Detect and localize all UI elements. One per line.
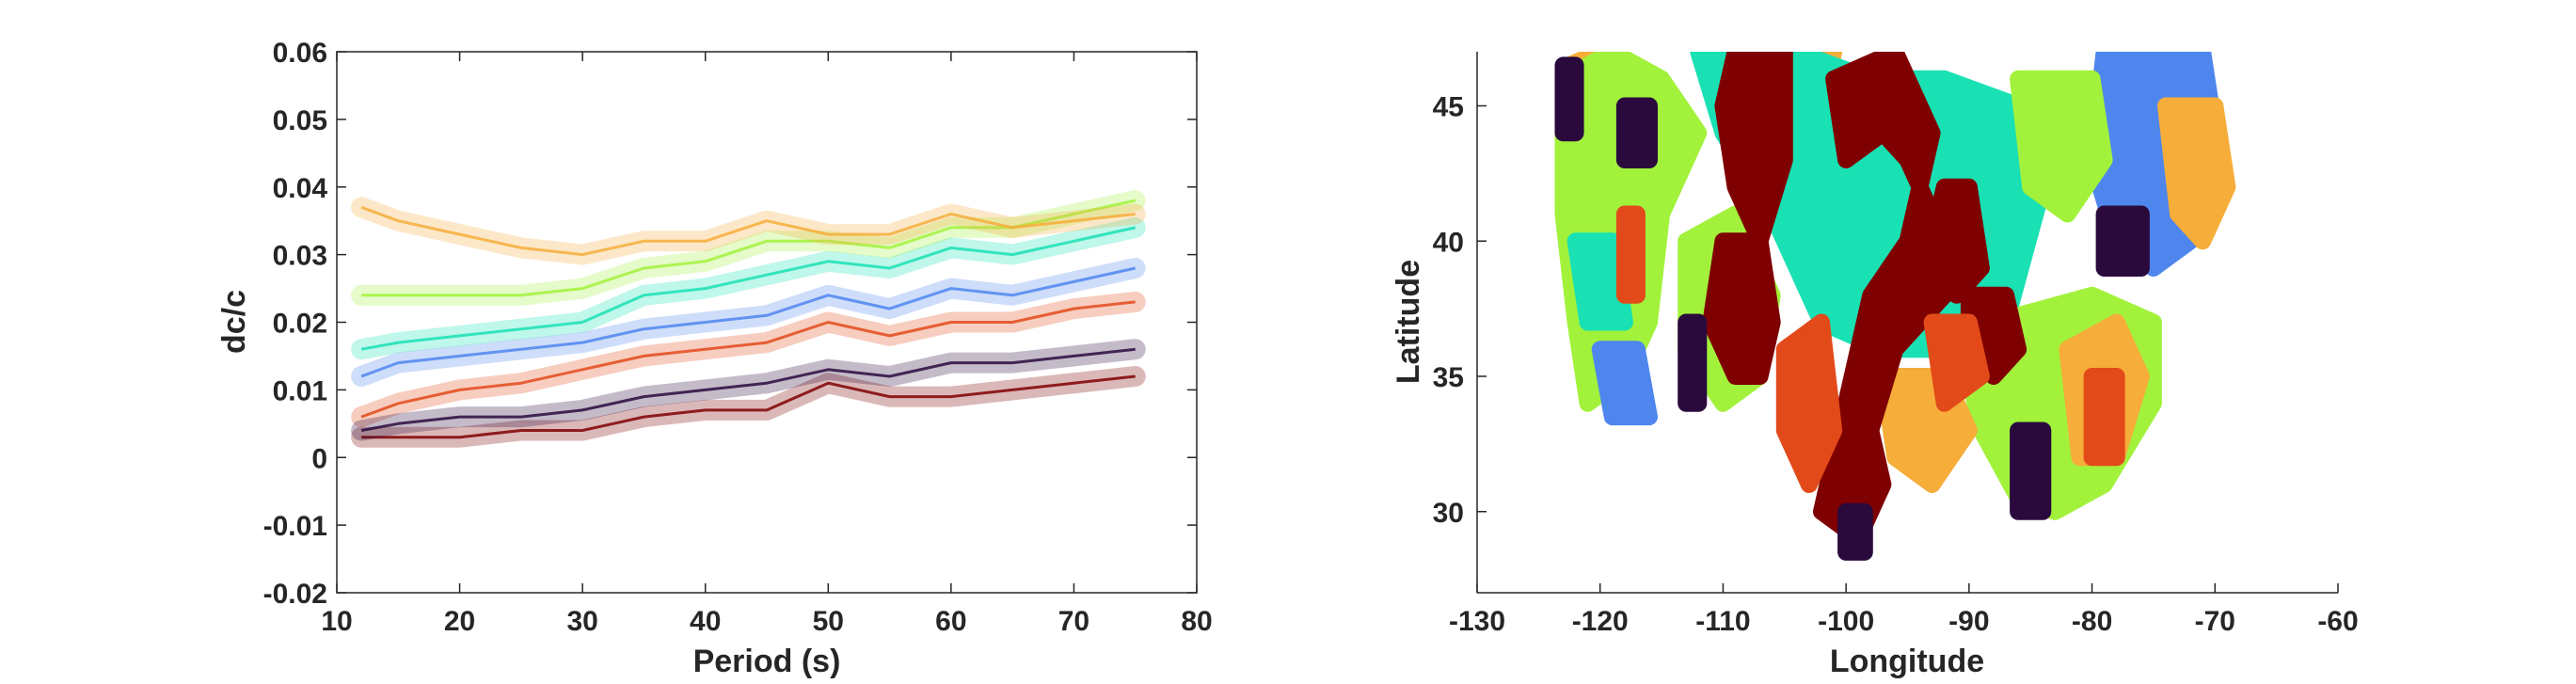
cluster-region-8	[2010, 70, 2113, 223]
cluster-region-15	[1702, 232, 1781, 385]
cluster-region-20	[1615, 205, 1646, 304]
scatter-x-tick-label: -110	[1695, 606, 1750, 637]
line-chart-x-ticks: 10 20 30 40 50 60 70 80	[321, 52, 1213, 637]
cluster-region-5	[1566, 232, 1633, 331]
line-series-2	[360, 266, 1137, 378]
line-chart-x-axis-label: Period (s)	[693, 644, 841, 679]
cluster-region-18	[1775, 313, 1843, 493]
line-chart-y-tick-label: 0.01	[273, 375, 327, 406]
line-chart-y-ticks: -0.02 -0.01 0 0.01 0.02 0.03 0.04 0.05 0.06	[263, 38, 1197, 610]
cluster-region-25	[2010, 422, 2052, 520]
cluster-region-21	[2083, 368, 2125, 467]
cluster-region-23	[1615, 97, 1658, 168]
line-chart-panel: 10 20 30 40 50 60 70 80 -0.02 -0.01 0 0.01 0.02 0.03…	[216, 38, 1213, 679]
scatter-map-panel: -130 -120 -110 -100 -90 -80 -70 -60 30 35 40 45 Lo…	[1391, 52, 2359, 679]
scatter-x-tick-label: -60	[2317, 606, 2358, 637]
cluster-region-24	[1678, 313, 1708, 412]
cluster-region-14	[1813, 52, 1953, 548]
line-chart-y-tick-label: 0.05	[273, 105, 327, 136]
line-series-3	[360, 226, 1137, 351]
scatter-y-tick-label: 40	[1433, 227, 1464, 258]
scatter-x-tick-label: -130	[1449, 606, 1505, 637]
line-chart-x-tick-label: 50	[813, 606, 844, 637]
line-chart-x-tick-label: 80	[1181, 606, 1212, 637]
line-chart-y-tick-label: 0.04	[273, 173, 328, 204]
line-series-4	[361, 199, 1137, 297]
line-series-6	[360, 347, 1136, 432]
line-chart-x-tick-label: 10	[321, 606, 352, 637]
line-series-0	[361, 374, 1136, 439]
scatter-x-tick-label: -120	[1572, 606, 1629, 637]
line-chart-y-tick-label: 0.03	[273, 241, 327, 272]
line-chart-plot-area	[337, 52, 1197, 593]
line-chart-x-tick-label: 40	[690, 606, 721, 637]
scatter-y-tick-label: 30	[1433, 498, 1464, 529]
line-chart-y-tick-label: 0.02	[273, 309, 327, 340]
line-chart-y-axis-label: dc/c	[216, 290, 252, 354]
cluster-region-9	[2157, 97, 2236, 250]
scatter-x-tick-label: -80	[2072, 606, 2112, 637]
line-series-group	[351, 190, 1146, 448]
line-chart-y-tick-label: -0.02	[263, 579, 327, 610]
line-chart-y-tick-label: -0.01	[263, 511, 327, 542]
line-chart-x-tick-label: 60	[935, 606, 966, 637]
scatter-x-ticks: -130 -120 -110 -100 -90 -80 -70 -60	[1449, 583, 2359, 637]
cluster-region-27	[2095, 205, 2150, 277]
line-series-1	[360, 300, 1136, 419]
cluster-region-16	[1923, 178, 1990, 304]
scatter-y-axis-label: Latitude	[1391, 260, 1426, 384]
scatter-x-tick-label: -70	[2195, 606, 2235, 637]
line-chart-x-tick-label: 70	[1058, 606, 1089, 637]
scatter-y-tick-label: 35	[1433, 362, 1464, 393]
cluster-region-19	[1923, 313, 1990, 412]
line-series-5	[360, 205, 1136, 257]
scatter-y-tick-label: 45	[1433, 92, 1464, 123]
line-chart-y-tick-label: 0.06	[273, 38, 327, 69]
scatter-x-tick-label: -90	[1948, 606, 1989, 637]
line-chart-y-tick-label: 0	[311, 443, 327, 474]
cluster-region-22	[1554, 56, 1584, 142]
scatter-y-ticks: 30 35 40 45	[1433, 92, 1487, 529]
scatter-x-tick-label: -100	[1818, 606, 1874, 637]
cluster-region-26	[1837, 502, 1873, 561]
line-chart-x-tick-label: 30	[566, 606, 597, 637]
cluster-regions-group	[1554, 52, 2236, 561]
scatter-x-axis-label: Longitude	[1830, 644, 1984, 679]
cluster-region-7	[1591, 341, 1658, 426]
line-chart-x-tick-label: 20	[444, 606, 475, 637]
